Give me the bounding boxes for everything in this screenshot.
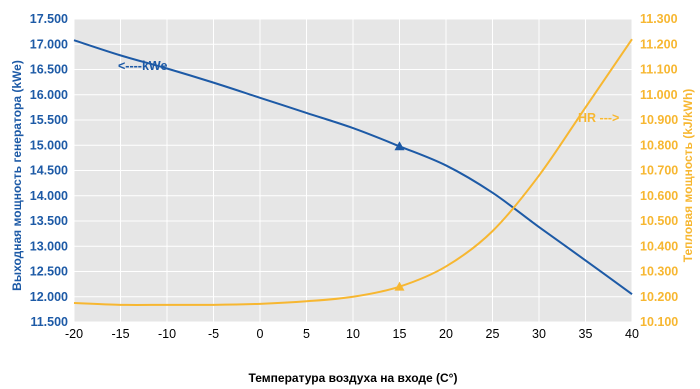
series-line-kwe [73, 39, 633, 296]
left-tick-label: 12.500 [30, 265, 68, 279]
series-line-hr [73, 38, 633, 306]
x-tick-label: 10 [346, 327, 360, 341]
x-tick-label: -15 [111, 327, 129, 341]
series-marker-hr [394, 281, 405, 291]
right-tick-label: 10.700 [640, 164, 678, 178]
left-tick-label: 17.500 [30, 12, 68, 26]
x-tick-label: 30 [532, 327, 546, 341]
right-tick-label: 10.800 [640, 138, 678, 152]
annotation-hr: HR ---> [578, 111, 619, 125]
left-tick-label: 11.500 [30, 315, 68, 329]
right-tick-label: 10.900 [640, 113, 678, 127]
annotation-kwe: <----kWe [118, 59, 167, 73]
x-tick-label: 5 [303, 327, 310, 341]
left-tick-label: 14.000 [30, 189, 68, 203]
left-tick-label: 15.000 [30, 138, 68, 152]
x-tick-label: -5 [208, 327, 219, 341]
x-tick-label: 40 [625, 327, 639, 341]
x-axis-ticks: -20 -15 -10 -5 0 5 10 15 20 25 30 35 40 [65, 327, 639, 341]
left-tick-label: 17.000 [30, 37, 68, 51]
right-tick-label: 10.500 [640, 214, 678, 228]
x-tick-label: 35 [579, 327, 593, 341]
right-tick-label: 10.200 [640, 290, 678, 304]
left-tick-label: 16.500 [30, 63, 68, 77]
right-tick-label: 11.200 [640, 37, 678, 51]
right-tick-label: 10.600 [640, 189, 678, 203]
left-tick-label: 12.000 [30, 290, 68, 304]
right-tick-label: 10.100 [640, 315, 678, 329]
right-tick-label: 10.300 [640, 265, 678, 279]
x-tick-label: 20 [439, 327, 453, 341]
x-tick-label: 25 [486, 327, 500, 341]
right-tick-label: 11.300 [640, 12, 678, 26]
x-tick-label: -20 [65, 327, 83, 341]
right-axis-ticks: 10.100 10.200 10.300 10.400 10.500 10.600 10.7… [640, 12, 678, 329]
x-tick-label: 15 [393, 327, 407, 341]
series-layer [73, 38, 633, 306]
right-tick-label: 11.000 [640, 88, 678, 102]
left-tick-label: 14.500 [30, 164, 68, 178]
right-axis-label: Тепловая мощность (kJ/kWh) [681, 89, 695, 263]
x-tick-label: -10 [158, 327, 176, 341]
right-tick-label: 11.100 [640, 63, 678, 77]
left-axis-ticks: 11.500 12.000 12.500 13.000 13.500 14.000 14.5… [30, 12, 68, 329]
right-tick-label: 10.400 [640, 239, 678, 253]
x-axis-label: Температура воздуха на входе (C°) [249, 371, 458, 385]
left-axis-label: Выходная мощность генератора (kWe) [10, 60, 24, 291]
left-tick-label: 16.000 [30, 88, 68, 102]
left-tick-label: 15.500 [30, 113, 68, 127]
x-tick-label: 0 [257, 327, 264, 341]
series-marker-kwe [394, 141, 405, 151]
left-tick-label: 13.500 [30, 214, 68, 228]
left-tick-label: 13.000 [30, 239, 68, 253]
